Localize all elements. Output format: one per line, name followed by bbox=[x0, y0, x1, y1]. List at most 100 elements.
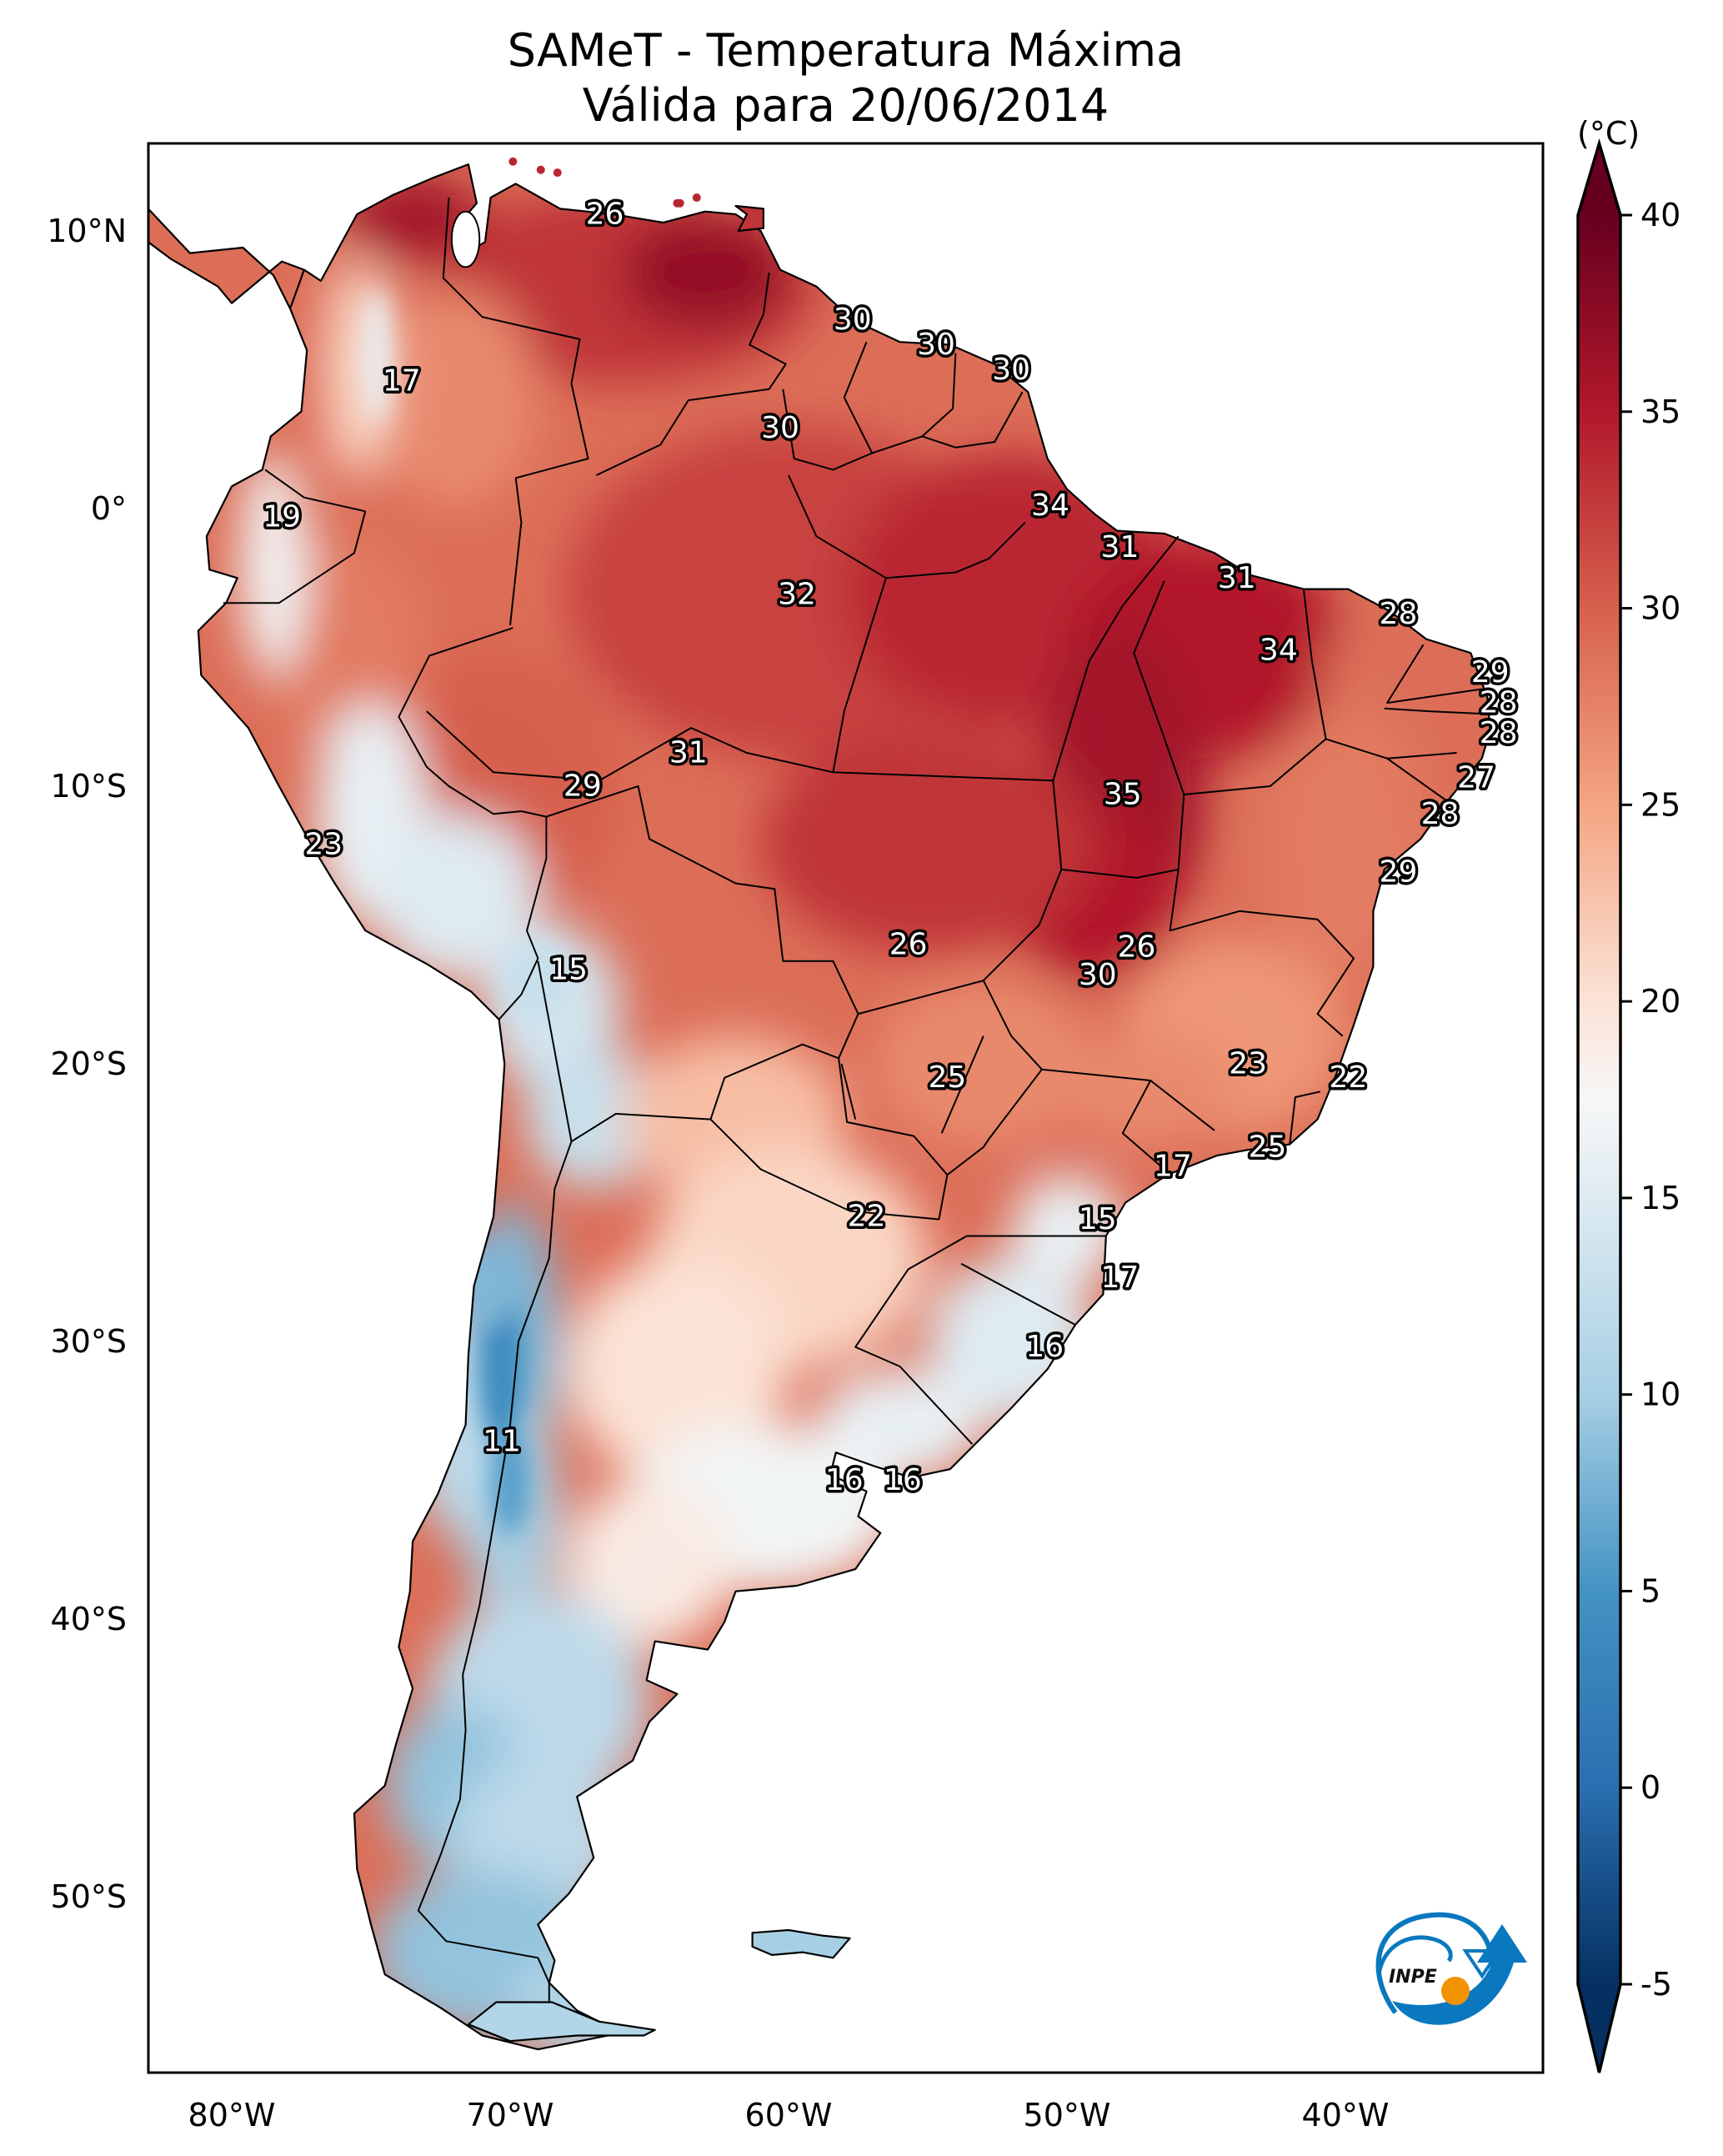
inpe-logo: INPE bbox=[1375, 1912, 1527, 2025]
border-line bbox=[398, 627, 548, 1020]
temperature-label: 17 bbox=[1101, 1261, 1139, 1295]
field-blob-fine bbox=[463, 1244, 513, 1328]
border-line bbox=[1384, 707, 1488, 715]
border-line bbox=[426, 474, 887, 782]
temperature-label: 31 bbox=[1101, 530, 1139, 564]
border-line bbox=[1052, 580, 1185, 879]
border-line bbox=[960, 1262, 1076, 1326]
field-blob bbox=[371, 286, 538, 509]
border-line bbox=[1121, 1080, 1165, 1171]
title-line-2: Válida para 20/06/2014 bbox=[582, 79, 1109, 132]
temperature-label: 30 bbox=[992, 353, 1030, 387]
border-line bbox=[417, 1141, 573, 2036]
temperature-label: 17 bbox=[1154, 1150, 1192, 1184]
colorbar-tick-label: 40 bbox=[1640, 197, 1680, 233]
temperature-label: 28 bbox=[1480, 716, 1518, 750]
field-blob bbox=[523, 1050, 664, 1189]
y-tick-label: 10°S bbox=[51, 768, 127, 805]
logo-sun-circle bbox=[1441, 1977, 1470, 2005]
border-line bbox=[1289, 1091, 1321, 1145]
field-blob bbox=[760, 730, 1095, 953]
plot-frame bbox=[147, 142, 1545, 2074]
y-axis-ticks: 10°N 0° 10°S 20°S 30°S 40°S 50°S bbox=[47, 213, 127, 1915]
temperature-label: 15 bbox=[1079, 1202, 1117, 1236]
islands bbox=[450, 157, 851, 2043]
title-line-1: SAMeT - Temperatura Máxima bbox=[507, 24, 1185, 77]
colorbar-tick-label: 20 bbox=[1640, 983, 1680, 1020]
x-tick-label: 80°W bbox=[188, 2097, 276, 2133]
colorbar-tick-label: 10 bbox=[1640, 1376, 1680, 1413]
border-line bbox=[1386, 644, 1482, 704]
border-line bbox=[858, 980, 984, 1015]
caribbean-island bbox=[692, 193, 701, 203]
lake-maracaibo bbox=[450, 210, 481, 268]
temperature-label: 26 bbox=[586, 198, 624, 232]
field-blob-fine bbox=[504, 939, 572, 1023]
colorbar-tick-label: -5 bbox=[1640, 1966, 1672, 2003]
border-line bbox=[833, 535, 1180, 782]
trinidad-island bbox=[734, 204, 764, 233]
temperature-label: 16 bbox=[825, 1463, 864, 1497]
colorbar-extend-max bbox=[1578, 143, 1620, 215]
temperature-label: 35 bbox=[1104, 777, 1142, 811]
colorbar-ticks: 40 35 30 25 20 15 10 5 0 -5 bbox=[1620, 197, 1680, 2003]
temperature-label: 29 bbox=[1471, 655, 1510, 689]
logo-up-arrow-icon bbox=[1392, 1924, 1527, 2025]
temperature-label: 30 bbox=[761, 411, 799, 445]
y-tick-label: 30°S bbox=[51, 1323, 127, 1360]
colorbar-units-label: (°C) bbox=[1577, 115, 1640, 152]
temperature-label: 34 bbox=[1260, 633, 1298, 667]
x-tick-label: 40°W bbox=[1302, 2097, 1390, 2133]
x-axis-ticks: 80°W 70°W 60°W 50°W 40°W bbox=[188, 2097, 1390, 2133]
field-blob-fine bbox=[479, 1286, 524, 1453]
field-blob-fine bbox=[490, 1424, 530, 1537]
temperature-label: 25 bbox=[928, 1060, 966, 1095]
temperature-label: 11 bbox=[483, 1424, 521, 1458]
x-tick-label: 60°W bbox=[745, 2097, 833, 2133]
border-line bbox=[871, 353, 957, 454]
temperature-label: 27 bbox=[1457, 761, 1495, 795]
temperature-label: 26 bbox=[1118, 930, 1156, 965]
coastline bbox=[148, 163, 1491, 2051]
border-line bbox=[946, 1069, 1043, 1176]
colorbar-tick-label: 0 bbox=[1640, 1769, 1660, 1806]
temperature-label: 30 bbox=[917, 328, 955, 362]
colorbar-tick-label: 35 bbox=[1640, 394, 1680, 430]
falkland-islands bbox=[751, 1928, 851, 1959]
colorbar-tick-label: 5 bbox=[1640, 1572, 1660, 1609]
map-plot-area: INPE 26171930303030343131322834292828312… bbox=[148, 157, 1527, 2051]
colorbar-gradient bbox=[1578, 215, 1620, 1984]
border-line bbox=[264, 469, 366, 513]
temperature-label: 28 bbox=[1380, 597, 1418, 631]
caribbean-island bbox=[536, 165, 545, 174]
field-blob bbox=[621, 217, 789, 328]
temperature-label: 16 bbox=[1025, 1330, 1064, 1364]
temperature-label: 23 bbox=[1229, 1047, 1267, 1081]
temperature-label: 28 bbox=[1421, 797, 1460, 831]
temperature-label: 28 bbox=[1480, 686, 1518, 720]
border-line bbox=[1169, 869, 1355, 1037]
y-tick-label: 10°N bbox=[47, 213, 127, 249]
y-tick-label: 0° bbox=[91, 490, 127, 527]
x-tick-label: 70°W bbox=[467, 2097, 554, 2133]
colorbar: (°C) 40 35 30 25 20 15 10 5 0 -5 bbox=[1576, 115, 1680, 2073]
temperature-label: 15 bbox=[549, 952, 588, 986]
field-blob bbox=[565, 1258, 789, 1481]
temperature-label: 16 bbox=[884, 1463, 922, 1497]
border-line bbox=[854, 1235, 974, 1445]
temperature-label: 31 bbox=[1218, 561, 1256, 595]
border-line bbox=[782, 341, 874, 471]
field-blob bbox=[1067, 1035, 1235, 1147]
border-line bbox=[223, 511, 367, 604]
field-blob bbox=[240, 453, 308, 675]
field-blob bbox=[371, 814, 538, 981]
border-line bbox=[840, 1063, 857, 1120]
temperature-label: 32 bbox=[778, 578, 816, 612]
y-tick-label: 40°S bbox=[51, 1601, 127, 1637]
temperature-label: 31 bbox=[669, 736, 708, 770]
temperature-label: 25 bbox=[1249, 1130, 1287, 1164]
temperature-label: 29 bbox=[1380, 855, 1418, 890]
temperature-label: 19 bbox=[263, 499, 301, 534]
border-line bbox=[596, 272, 787, 476]
